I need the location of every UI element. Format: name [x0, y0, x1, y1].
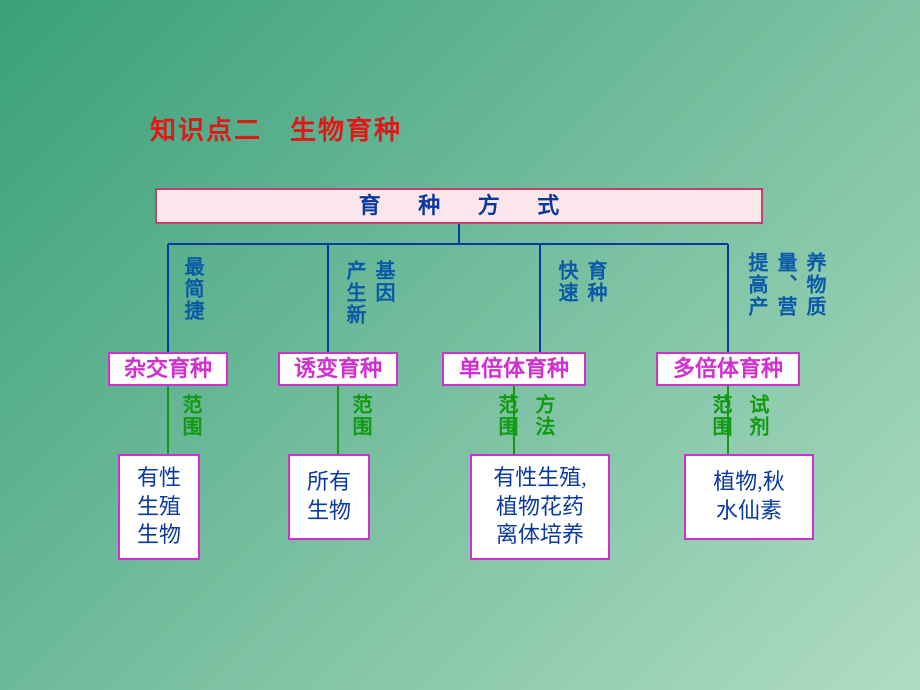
method-box: 诱变育种 [278, 352, 398, 386]
scope-label: 范围 [176, 394, 205, 438]
scope-label: 范围 [346, 394, 375, 438]
detail-box: 植物,秋 水仙素 [684, 454, 814, 540]
connector-lines [0, 0, 920, 690]
slide-title: 知识点二 生物育种 [150, 110, 402, 147]
scope-label-pair: 范围试剂 [706, 394, 772, 438]
detail-box: 所有 生物 [288, 454, 370, 540]
method-box: 单倍体育种 [442, 352, 586, 386]
detail-box: 有性生殖, 植物花药 离体培养 [470, 454, 610, 560]
diagram-content: 知识点二 生物育种 育 种 方 式 最简捷产生新基因快速育种提高产量、营养物质 … [0, 0, 920, 690]
scope-label-pair: 范围方法 [492, 394, 558, 438]
root-box: 育 种 方 式 [155, 188, 763, 224]
method-box: 多倍体育种 [656, 352, 800, 386]
branch-label: 最简捷 [178, 256, 207, 322]
detail-box: 有性 生殖 生物 [118, 454, 200, 560]
branch-label: 快速育种 [552, 260, 610, 304]
branch-label: 提高产量、营养物质 [742, 252, 829, 318]
method-box: 杂交育种 [108, 352, 228, 386]
branch-label: 产生新基因 [340, 260, 398, 326]
